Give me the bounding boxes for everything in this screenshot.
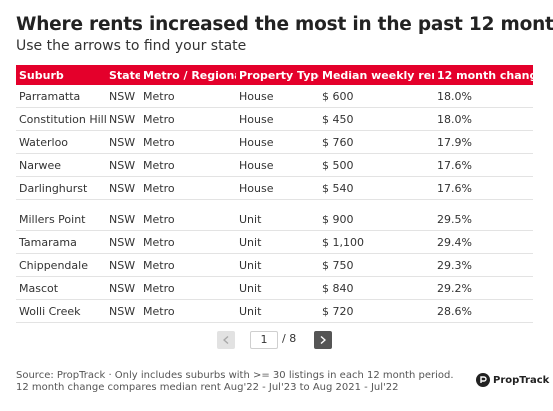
rent-cell: $ 1,100 bbox=[319, 230, 434, 254]
table-row: Tamarama NSW Metro Unit $ 1,100 29.4% bbox=[16, 230, 533, 254]
footer-source-line: Source: PropTrack · Only includes suburb… bbox=[16, 370, 454, 381]
page-number-input[interactable]: 1 bbox=[250, 331, 278, 349]
chevron-left-icon bbox=[223, 336, 229, 344]
table-row: Narwee NSW Metro House $ 500 17.6% bbox=[16, 153, 533, 177]
region-cell: Metro bbox=[140, 107, 236, 131]
footer-comparison-line: 12 month change compares median rent Aug… bbox=[16, 382, 399, 393]
suburb-cell: Narwee bbox=[16, 153, 106, 177]
region-cell: Metro bbox=[140, 153, 236, 177]
column-header: Median weekly rent bbox=[322, 68, 434, 82]
state-cell: NSW bbox=[106, 130, 140, 154]
footer-note: Source: PropTrack · Only includes suburb… bbox=[16, 370, 454, 394]
change-cell: 17.9% bbox=[434, 130, 533, 154]
property-type-cell: Unit bbox=[236, 208, 319, 231]
suburb-cell: Tamarama bbox=[16, 230, 106, 254]
group-separator bbox=[16, 200, 533, 209]
region-cell: Metro bbox=[140, 85, 236, 108]
page-total: / 8 bbox=[282, 332, 297, 345]
table-row: Mascot NSW Metro Unit $ 840 29.2% bbox=[16, 276, 533, 300]
column-header: Suburb bbox=[19, 68, 64, 82]
chevron-right-icon bbox=[320, 336, 326, 344]
property-type-cell: Unit bbox=[236, 276, 319, 300]
rent-cell: $ 540 bbox=[319, 176, 434, 200]
suburb-cell: Constitution Hill bbox=[16, 107, 106, 131]
table-row: Darlinghurst NSW Metro House $ 540 17.6% bbox=[16, 176, 533, 200]
suburb-cell: Chippendale bbox=[16, 253, 106, 277]
state-cell: NSW bbox=[106, 176, 140, 200]
property-type-cell: Unit bbox=[236, 299, 319, 323]
table-row: Millers Point NSW Metro Unit $ 900 29.5% bbox=[16, 208, 533, 231]
state-cell: NSW bbox=[106, 153, 140, 177]
state-cell: NSW bbox=[106, 299, 140, 323]
state-cell: NSW bbox=[106, 276, 140, 300]
proptrack-logo: PropTrack bbox=[476, 373, 549, 387]
state-cell: NSW bbox=[106, 107, 140, 131]
region-cell: Metro bbox=[140, 253, 236, 277]
region-cell: Metro bbox=[140, 208, 236, 231]
change-cell: 18.0% bbox=[434, 85, 533, 108]
column-header: Property Type bbox=[239, 68, 319, 82]
change-cell: 29.2% bbox=[434, 276, 533, 300]
state-cell: NSW bbox=[106, 230, 140, 254]
property-type-cell: House bbox=[236, 153, 319, 177]
page-subtitle: Use the arrows to find your state bbox=[16, 38, 247, 54]
property-type-cell: Unit bbox=[236, 230, 319, 254]
rent-cell: $ 600 bbox=[319, 85, 434, 108]
property-type-cell: House bbox=[236, 176, 319, 200]
proptrack-logo-icon bbox=[476, 373, 490, 387]
property-type-cell: House bbox=[236, 107, 319, 131]
change-cell: 18.0% bbox=[434, 107, 533, 131]
change-cell: 29.4% bbox=[434, 230, 533, 254]
change-cell: 29.5% bbox=[434, 208, 533, 231]
suburb-cell: Waterloo bbox=[16, 130, 106, 154]
region-cell: Metro bbox=[140, 176, 236, 200]
table-row: Chippendale NSW Metro Unit $ 750 29.3% bbox=[16, 253, 533, 277]
page-title: Where rents increased the most in the pa… bbox=[16, 14, 553, 35]
suburb-cell: Mascot bbox=[16, 276, 106, 300]
state-cell: NSW bbox=[106, 208, 140, 231]
change-cell: 17.6% bbox=[434, 153, 533, 177]
suburb-cell: Wolli Creek bbox=[16, 299, 106, 323]
property-type-cell: Unit bbox=[236, 253, 319, 277]
change-cell: 29.3% bbox=[434, 253, 533, 277]
change-cell: 28.6% bbox=[434, 299, 533, 323]
table-row: Parramatta NSW Metro House $ 600 18.0% bbox=[16, 85, 533, 108]
rent-cell: $ 500 bbox=[319, 153, 434, 177]
region-cell: Metro bbox=[140, 299, 236, 323]
proptrack-logo-text: PropTrack bbox=[493, 374, 550, 386]
region-cell: Metro bbox=[140, 230, 236, 254]
suburb-cell: Darlinghurst bbox=[16, 176, 106, 200]
suburb-cell: Millers Point bbox=[16, 208, 106, 231]
column-header: State bbox=[109, 68, 140, 82]
rent-cell: $ 900 bbox=[319, 208, 434, 231]
rent-cell: $ 750 bbox=[319, 253, 434, 277]
rent-cell: $ 840 bbox=[319, 276, 434, 300]
pagination: 1 / 8 bbox=[0, 331, 553, 349]
rent-cell: $ 450 bbox=[319, 107, 434, 131]
change-cell: 17.6% bbox=[434, 176, 533, 200]
region-cell: Metro bbox=[140, 130, 236, 154]
state-cell: NSW bbox=[106, 253, 140, 277]
rent-table: Suburb State Metro / Regional Property Type… bbox=[16, 65, 533, 323]
property-type-cell: House bbox=[236, 85, 319, 108]
state-cell: NSW bbox=[106, 85, 140, 108]
rent-cell: $ 720 bbox=[319, 299, 434, 323]
suburb-cell: Parramatta bbox=[16, 85, 106, 108]
column-header: 12 month change bbox=[437, 68, 533, 82]
table-row: Waterloo NSW Metro House $ 760 17.9% bbox=[16, 130, 533, 154]
rent-cell: $ 760 bbox=[319, 130, 434, 154]
property-type-cell: House bbox=[236, 130, 319, 154]
region-cell: Metro bbox=[140, 276, 236, 300]
table-row: Wolli Creek NSW Metro Unit $ 720 28.6% bbox=[16, 299, 533, 323]
column-header: Metro / Regional bbox=[143, 68, 236, 82]
table-row: Constitution Hill NSW Metro House $ 450 18.0% bbox=[16, 107, 533, 131]
table-header-row: Suburb State Metro / Regional Property Type… bbox=[16, 65, 533, 85]
prev-page-button[interactable] bbox=[217, 331, 235, 349]
next-page-button[interactable] bbox=[314, 331, 332, 349]
